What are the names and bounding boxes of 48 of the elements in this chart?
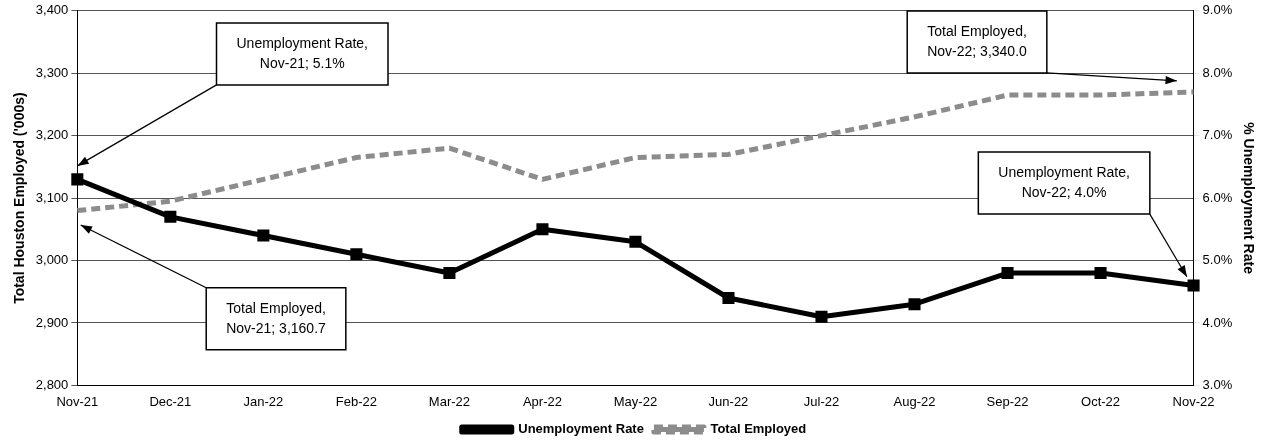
y-tick-label: 3,000 xyxy=(35,252,69,268)
x-tick-label: Aug-22 xyxy=(893,393,936,409)
legend-label: Unemployment Rate xyxy=(518,421,644,437)
y-axis-title: Total Houston Employed ('000s) xyxy=(11,92,28,304)
x-tick-label: Oct-22 xyxy=(1081,393,1121,409)
point xyxy=(1001,266,1014,280)
point xyxy=(629,235,642,248)
annotation: Unemployment Rate, Nov-22; 4.0% xyxy=(998,163,1130,200)
point xyxy=(443,266,456,280)
y2-tick-label: 8.0% xyxy=(1202,64,1233,80)
point xyxy=(71,173,84,186)
legend-label: Total Employed xyxy=(710,421,807,437)
x-tick-label: May-22 xyxy=(613,393,658,409)
x-tick-label: Jun-22 xyxy=(708,393,749,409)
annotation: Unemployment Rate, Nov-21; 5.1% xyxy=(236,34,369,71)
point xyxy=(722,291,735,305)
point xyxy=(350,248,363,261)
y-tick-label: 3,200 xyxy=(35,127,69,143)
point xyxy=(164,210,177,223)
y-tick-label: 2,800 xyxy=(35,376,69,392)
x-tick-label: Mar-22 xyxy=(428,393,470,409)
x-tick-label: Apr-22 xyxy=(522,393,562,409)
y-tick-label: 3,100 xyxy=(35,189,69,205)
point xyxy=(1187,279,1200,292)
y2-tick-label: 4.0% xyxy=(1202,314,1233,330)
point xyxy=(1094,266,1107,280)
point xyxy=(815,310,828,323)
x-tick-label: Jul-22 xyxy=(803,393,840,409)
y2-tick-label: 3.0% xyxy=(1202,376,1233,392)
annotation: Total Employed, Nov-21; 3,160.7 xyxy=(226,299,327,336)
x-tick-label: Jan-22 xyxy=(243,393,284,409)
point xyxy=(908,298,921,311)
y2-axis-title: % Unemployment Rate xyxy=(1240,122,1257,275)
y-tick-label: 3,300 xyxy=(35,64,69,80)
point xyxy=(536,223,549,236)
y2-tick-label: 7.0% xyxy=(1202,127,1233,143)
x-tick-label: Nov-21 xyxy=(56,393,99,409)
y-tick-label: 2,900 xyxy=(35,314,69,330)
y-tick-label: 3,400 xyxy=(35,2,69,18)
x-tick-label: Feb-22 xyxy=(335,393,377,409)
point xyxy=(257,229,270,242)
annotation: Total Employed, Nov-22; 3,340.0 xyxy=(927,22,1028,59)
y2-tick-label: 6.0% xyxy=(1202,189,1233,205)
y2-tick-label: 9.0% xyxy=(1202,2,1233,18)
x-tick-label: Dec-21 xyxy=(149,393,192,409)
y2-tick-label: 5.0% xyxy=(1202,252,1233,268)
x-tick-label: Sep-22 xyxy=(986,393,1029,409)
x-tick-label: Nov-22 xyxy=(1172,393,1215,409)
